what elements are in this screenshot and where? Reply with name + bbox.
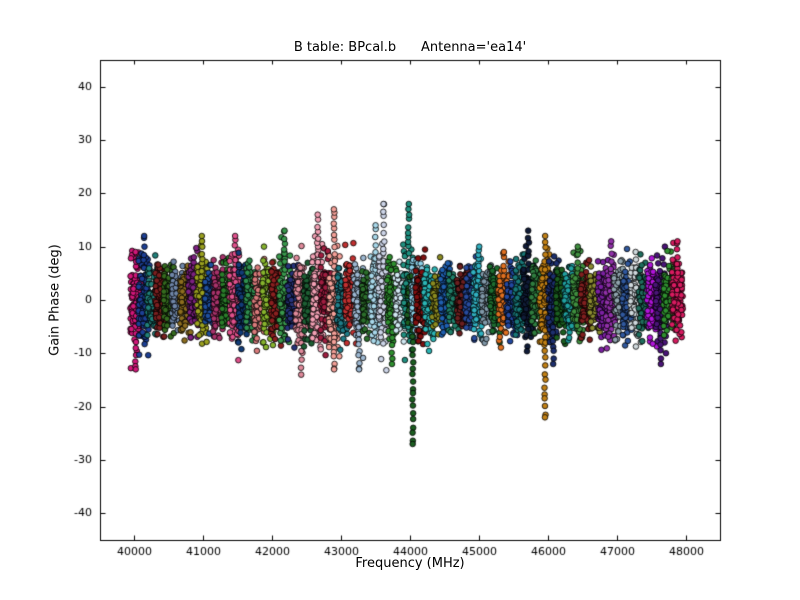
y-axis-label: Gain Phase (deg) bbox=[47, 244, 63, 356]
chart-title: B table: BPcal.b Antenna='ea14' bbox=[293, 40, 527, 55]
x-axis-label: Frequency (MHz) bbox=[355, 556, 465, 571]
